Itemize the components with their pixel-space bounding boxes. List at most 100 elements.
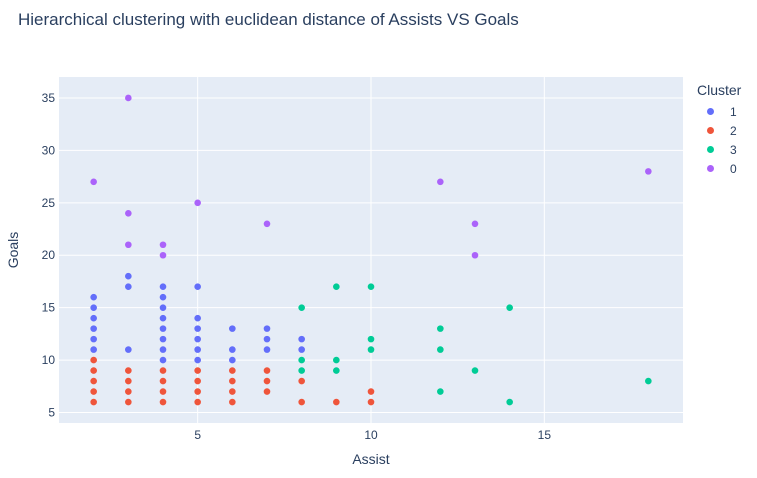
grid-lines <box>59 77 683 423</box>
data-point <box>194 398 201 406</box>
series-cluster-3 <box>298 283 652 406</box>
data-point <box>263 377 271 385</box>
data-point <box>125 388 132 395</box>
y-tick-label: 30 <box>42 143 56 157</box>
data-point <box>437 325 444 332</box>
data-point <box>194 356 201 364</box>
data-point <box>90 377 97 385</box>
legend-items: 1 2 3 0 <box>697 102 741 178</box>
data-point <box>159 293 167 301</box>
y-tick-label: 20 <box>42 248 56 262</box>
data-point <box>471 220 479 228</box>
data-point <box>367 346 375 353</box>
y-tick-label: 35 <box>42 91 56 105</box>
data-point <box>90 314 97 322</box>
data-point <box>90 325 97 332</box>
data-point <box>263 367 271 374</box>
data-point <box>159 314 167 322</box>
data-point <box>229 346 236 353</box>
chart-title: Hierarchical clustering with euclidean d… <box>18 10 519 29</box>
data-point <box>194 346 201 353</box>
legend-item-cluster-1[interactable]: 1 <box>697 102 741 121</box>
data-point <box>159 335 167 343</box>
data-point <box>333 367 340 374</box>
data-point <box>90 335 97 343</box>
legend-item-cluster-0[interactable]: 0 <box>697 159 741 178</box>
data-point <box>333 398 340 406</box>
data-point <box>298 356 305 364</box>
legend-label: 2 <box>730 123 737 138</box>
data-point <box>125 272 132 280</box>
x-tick-label: 15 <box>538 428 552 442</box>
data-point <box>159 251 167 259</box>
data-point <box>229 388 236 395</box>
data-point <box>159 388 167 395</box>
data-point <box>367 388 375 395</box>
data-point <box>298 335 305 343</box>
legend-item-cluster-2[interactable]: 2 <box>697 121 741 140</box>
data-point <box>229 367 236 374</box>
data-point <box>159 304 167 311</box>
data-point <box>194 199 201 207</box>
series-cluster-2 <box>90 356 375 406</box>
data-point <box>159 241 167 249</box>
data-point <box>125 210 132 217</box>
data-point <box>125 398 132 406</box>
data-point <box>194 325 201 332</box>
data-point <box>159 367 167 374</box>
legend-marker-icon <box>707 108 714 115</box>
y-axis-title: Goals <box>5 232 21 269</box>
data-point <box>159 346 167 353</box>
data-point <box>125 346 132 353</box>
x-tick-label: 10 <box>364 428 378 442</box>
legend-label: 3 <box>730 142 737 157</box>
x-tick-label: 5 <box>194 428 201 442</box>
data-point <box>263 335 271 343</box>
data-point <box>159 283 167 290</box>
data-point <box>333 356 340 364</box>
data-point <box>159 356 167 364</box>
data-point <box>125 367 132 374</box>
data-point <box>298 346 305 353</box>
axis-ticks: 5 10 15 20 25 30 35 5 10 15 <box>42 91 552 442</box>
data-point <box>437 178 444 186</box>
data-point <box>437 388 444 395</box>
legend-title: Cluster <box>697 82 742 98</box>
data-point <box>263 388 271 395</box>
data-point <box>125 283 132 290</box>
data-point <box>125 94 132 102</box>
data-point <box>90 388 97 395</box>
legend-label: 0 <box>730 161 737 176</box>
data-point <box>298 377 305 385</box>
y-tick-label: 10 <box>42 353 56 367</box>
legend-label: 1 <box>730 104 737 119</box>
data-point <box>333 283 340 290</box>
data-point <box>194 388 201 395</box>
data-point <box>437 346 444 353</box>
data-point <box>159 398 167 406</box>
data-point <box>159 377 167 385</box>
data-point <box>90 367 97 374</box>
data-points <box>90 94 652 406</box>
data-point <box>367 398 375 406</box>
legend-item-cluster-3[interactable]: 3 <box>697 140 741 159</box>
data-point <box>229 377 236 385</box>
data-point <box>263 220 271 228</box>
data-point <box>471 367 479 374</box>
data-point <box>90 304 97 311</box>
data-point <box>263 325 271 332</box>
data-point <box>471 251 479 259</box>
data-point <box>90 356 97 364</box>
legend-marker-icon <box>707 146 714 153</box>
data-point <box>506 398 513 406</box>
data-point <box>125 241 132 249</box>
data-point <box>298 304 305 311</box>
data-point <box>90 178 97 186</box>
data-point <box>90 346 97 353</box>
legend-marker-icon <box>707 127 714 134</box>
data-point <box>263 346 271 353</box>
data-point <box>194 335 201 343</box>
data-point <box>645 377 652 385</box>
series-cluster-0 <box>90 94 652 259</box>
